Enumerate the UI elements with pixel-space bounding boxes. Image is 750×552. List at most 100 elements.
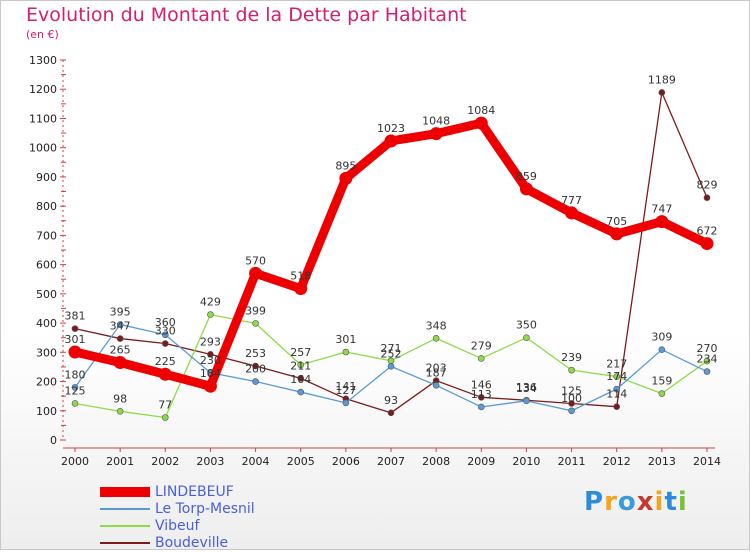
y-tick-label: 0	[50, 434, 57, 447]
data-label-vibeuf: 98	[113, 392, 127, 405]
data-point-le-torp-mesnil	[161, 331, 169, 339]
data-label-vibeuf: 257	[290, 346, 311, 359]
x-tick-label: 2012	[603, 455, 631, 468]
legend-label: Vibeuf	[155, 518, 200, 534]
data-point-vibeuf	[71, 400, 79, 407]
data-label-le-torp-mesnil: 234	[697, 353, 718, 366]
legend-swatch	[100, 525, 150, 527]
data-label-boudeville: 136	[516, 381, 537, 394]
data-label-lindebeuf: 184	[200, 367, 221, 380]
data-label-le-torp-mesnil: 252	[381, 347, 402, 360]
data-point-vibeuf	[613, 373, 621, 380]
data-label-lindebeuf: 705	[606, 215, 627, 228]
data-point-lindebeuf	[655, 215, 669, 229]
data-point-lindebeuf	[249, 266, 263, 280]
data-point-vibeuf	[477, 355, 485, 362]
y-tick-label: 300	[36, 346, 57, 359]
data-point-lindebeuf	[565, 206, 579, 220]
data-label-boudeville: 114	[606, 388, 627, 401]
data-label-lindebeuf: 859	[516, 170, 537, 183]
data-point-vibeuf	[116, 408, 124, 415]
legend-swatch	[100, 487, 150, 497]
data-label-le-torp-mesnil: 395	[110, 306, 131, 319]
data-label-vibeuf: 271	[381, 342, 402, 355]
data-point-le-torp-mesnil	[703, 368, 711, 375]
data-label-le-torp-mesnil: 180	[65, 368, 86, 381]
data-label-vibeuf: 77	[158, 398, 172, 411]
proxiti-logo: Proxiti	[584, 487, 688, 517]
data-label-boudeville: 125	[561, 384, 582, 397]
data-point-vibeuf	[568, 366, 575, 374]
data-label-le-torp-mesnil: 113	[471, 388, 492, 401]
y-tick-label: 700	[36, 229, 57, 242]
data-label-lindebeuf: 518	[290, 270, 311, 283]
y-tick-label: 1200	[29, 83, 57, 96]
data-label-boudeville: 146	[471, 378, 492, 391]
data-label-vibeuf: 348	[426, 319, 447, 332]
data-point-vibeuf	[658, 390, 666, 397]
data-point-boudeville	[477, 394, 485, 401]
y-tick-label: 900	[36, 171, 57, 184]
x-tick-label: 2011	[558, 455, 586, 468]
data-point-vibeuf	[207, 311, 214, 318]
legend-swatch	[100, 542, 150, 544]
data-label-vibeuf: 350	[516, 319, 537, 332]
data-point-le-torp-mesnil	[523, 397, 530, 405]
data-label-lindebeuf: 895	[335, 159, 356, 172]
data-label-le-torp-mesnil: 127	[335, 384, 356, 397]
data-point-lindebeuf	[158, 367, 172, 381]
x-tick-label: 2009	[467, 455, 495, 468]
data-label-boudeville: 203	[426, 362, 447, 375]
data-label-le-torp-mesnil: 360	[155, 316, 176, 329]
data-point-le-torp-mesnil	[252, 378, 259, 385]
data-point-boudeville	[161, 340, 169, 347]
data-point-lindebeuf	[519, 182, 533, 196]
chart-data-labels: 381 347 330 293 253 211 141 93 203 146 136 125 114 11…	[65, 73, 718, 411]
y-tick-label: 400	[36, 317, 57, 330]
x-tick-label: 2001	[106, 455, 134, 468]
data-point-le-torp-mesnil	[342, 399, 350, 407]
x-tick-label: 2002	[151, 455, 179, 468]
x-tick-label: 2010	[512, 455, 540, 468]
data-label-le-torp-mesnil: 187	[426, 366, 447, 379]
data-label-boudeville: 141	[335, 380, 356, 393]
chart-subtitle: (en €)	[26, 28, 59, 41]
data-point-boudeville	[297, 375, 305, 382]
chart-series	[68, 89, 714, 421]
data-point-boudeville	[116, 335, 124, 342]
data-label-vibeuf: 125	[65, 384, 86, 397]
data-label-boudeville: 93	[384, 394, 398, 407]
data-label-lindebeuf: 747	[651, 203, 672, 216]
data-point-boudeville	[207, 351, 214, 358]
data-point-vibeuf	[342, 348, 350, 356]
data-label-lindebeuf: 1048	[422, 115, 450, 128]
data-point-lindebeuf	[68, 345, 82, 359]
data-point-vibeuf	[703, 357, 711, 365]
x-tick-label: 2000	[61, 455, 89, 468]
y-tick-label: 200	[36, 376, 57, 389]
data-label-lindebeuf: 672	[697, 225, 718, 238]
y-tick-label: 800	[36, 200, 57, 213]
data-label-lindebeuf: 570	[245, 254, 266, 267]
y-tick-label: 100	[36, 405, 57, 418]
data-label-le-torp-mesnil: 200	[245, 363, 266, 376]
data-point-lindebeuf	[203, 379, 217, 393]
data-point-le-torp-mesnil	[477, 403, 485, 411]
data-point-lindebeuf	[339, 171, 353, 185]
data-point-le-torp-mesnil	[432, 382, 440, 389]
data-label-lindebeuf: 301	[65, 333, 86, 346]
data-label-vibeuf: 217	[606, 358, 627, 371]
data-point-vibeuf	[297, 361, 305, 369]
data-point-le-torp-mesnil	[116, 321, 124, 328]
data-label-le-torp-mesnil: 309	[651, 331, 672, 344]
data-point-le-torp-mesnil	[297, 388, 305, 396]
y-tick-label: 600	[36, 259, 57, 272]
data-point-le-torp-mesnil	[71, 384, 79, 391]
data-label-le-torp-mesnil: 164	[290, 373, 311, 386]
data-label-lindebeuf: 777	[561, 194, 582, 207]
legend-label: Boudeville	[155, 535, 229, 551]
data-point-boudeville	[703, 194, 711, 201]
y-tick-label: 1100	[29, 112, 57, 125]
data-point-lindebeuf	[429, 127, 443, 141]
